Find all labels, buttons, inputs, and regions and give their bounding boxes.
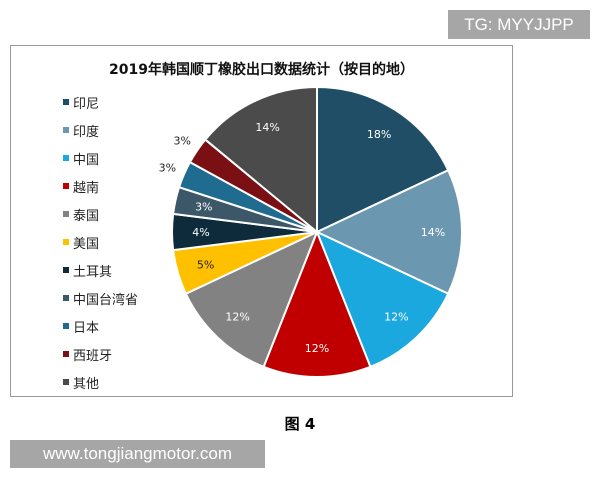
data-label: 12% [305,342,329,355]
legend-swatch [63,295,69,301]
legend-swatch [63,267,69,273]
pie-slice [316,85,450,234]
legend-label: 土耳其 [73,264,113,280]
pie-slice [203,85,318,235]
chart-title: 2019年韩国顺丁橡胶出口数据统计（按目的地） [109,62,414,78]
legend-item: 美国 [63,228,138,256]
tg-watermark: TG: MYYJJPP [448,10,590,39]
legend-label: 泰国 [73,208,100,224]
data-label: 3% [159,161,176,174]
legend-item: 西班牙 [63,340,138,368]
legend-swatch [63,99,69,105]
legend-label: 美国 [73,236,100,252]
legend-label: 中国 [73,152,100,168]
data-label: 12% [225,311,249,324]
legend-item: 中国台湾省 [63,284,138,312]
pie-slice [262,229,372,378]
data-label: 3% [173,134,190,147]
legend-swatch [63,183,69,189]
legend-swatch [63,351,69,357]
pie-slice [314,168,463,296]
legend-item: 土耳其 [63,256,138,284]
legend-label: 印度 [73,124,100,140]
data-label: 18% [367,128,391,141]
chart-frame: 2019年韩国顺丁橡胶出口数据统计（按目的地） 印尼印度中国越南泰国美国土耳其中… [10,45,513,397]
legend-label: 西班牙 [73,348,113,364]
figure-caption: 图 4 [284,415,316,433]
legend: 印尼印度中国越南泰国美国土耳其中国台湾省日本西班牙其他 [63,88,138,396]
legend-swatch [63,155,69,161]
data-label: 14% [255,121,279,134]
legend-swatch [63,379,69,385]
legend-label: 印尼 [73,96,100,112]
data-label: 14% [421,226,445,239]
legend-item: 印尼 [63,88,138,116]
legend-swatch [63,211,69,217]
data-label: 12% [384,311,408,324]
pie-slice [184,230,319,369]
legend-item: 日本 [63,312,138,340]
data-label: 5% [197,258,214,271]
legend-item: 泰国 [63,200,138,228]
legend-swatch [63,127,69,133]
data-label: 4% [192,226,209,239]
footer-url: www.tongjiangmotor.com [10,440,265,468]
legend-item: 印度 [63,116,138,144]
legend-item: 越南 [63,172,138,200]
data-label: 3% [195,201,212,214]
pie-chart: 18% 14% 12% 12% 12% 5% 4% 3% 3% 3% 14% [159,85,463,378]
legend-swatch [63,323,69,329]
legend-label: 越南 [73,180,100,196]
legend-label: 日本 [73,320,100,336]
legend-item: 中国 [63,144,138,172]
legend-item: 其他 [63,368,138,396]
pie-slice [315,230,450,369]
legend-label: 其他 [73,376,100,392]
legend-label: 中国台湾省 [73,292,139,308]
legend-swatch [63,239,69,245]
